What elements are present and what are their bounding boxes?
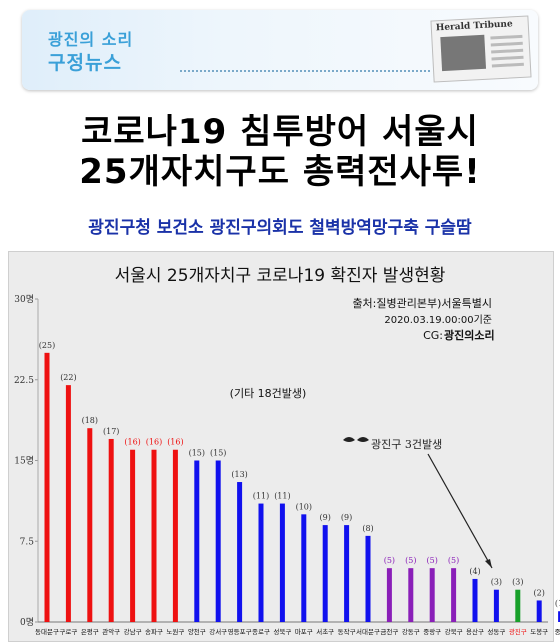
brand-section: 구정뉴스 [48,52,122,74]
bar [237,482,243,622]
x-tick-label: 중구 [555,628,560,636]
bar-value-label: (15) [210,449,226,458]
bar [87,428,93,622]
eyes-icon [343,437,369,442]
bar-value-label: (9) [320,513,331,522]
x-tick-label: 용산구 [466,627,484,636]
bar [408,568,414,622]
bar-value-label: (17) [103,427,119,436]
x-tick-label: 강서구 [209,627,227,636]
bar [215,460,221,622]
bar-value-label: (16) [146,438,162,447]
bar [108,438,114,622]
bar [493,589,499,622]
bar-value-label: (5) [384,556,395,565]
bar-value-label: (11) [253,492,269,501]
x-tick-label: 강동구 [402,627,420,636]
y-tick-label: 22.5 [14,376,34,386]
x-tick-label: 성동구 [487,627,505,636]
bar [44,352,50,622]
bar-value-label: (18) [82,416,98,425]
x-tick-label: 동대문구 [35,628,59,636]
bar-value-label: (16) [124,438,140,447]
chart-title: 서울시 25개자치구 코로나19 확진자 발생현황 [115,266,446,286]
bar-value-label: (22) [60,373,76,382]
bar [472,578,478,622]
bar [301,514,307,622]
brand-name: 광진의 소리 [48,30,134,49]
bar [279,503,285,622]
bar [386,568,392,622]
x-tick-label: 관악구 [102,627,120,636]
annotation-other-cases: (기타 18건발생) [230,387,307,400]
bar [130,449,136,622]
bar-value-label: (10) [296,502,312,511]
x-tick-label: 은평구 [81,627,99,636]
bar-value-label: (11) [274,492,290,501]
bar [151,449,157,622]
bar-value-label: (16) [167,438,183,447]
bar-value-label: (13) [231,470,247,479]
bar-value-label: (3) [491,578,502,587]
x-tick-label: 노원구 [166,627,184,636]
chart-credit-prefix: CG: [423,329,443,342]
headline-line-1: 코로나19 침투방어 서울시 [81,112,479,152]
bar [515,589,521,622]
x-tick-label: 송파구 [145,627,163,636]
chart-source: 출처:질병관리본부)서울특별시 [352,297,492,310]
x-tick-label: 서대문구 [356,627,380,636]
x-tick-label: 강북구 [445,627,463,636]
bar-value-label: (25) [39,341,55,350]
bar [65,385,71,622]
x-tick-label: 영등포구 [228,627,252,636]
x-tick-label: 마포구 [295,627,313,636]
chart-credit-name: 광진의소리 [444,328,495,342]
arrow-head-icon [485,559,492,568]
annotation-arrow [427,453,493,569]
x-tick-label: 종로구 [252,628,270,636]
bar [258,503,264,622]
bar [365,535,371,622]
annotation-gwangjin: 광진구 3건발생 [371,438,442,451]
y-tick-label: 15명 [14,456,34,467]
bar-value-label: (5) [427,556,438,565]
banner-divider [180,70,430,72]
bar-value-label: (8) [362,524,373,533]
x-tick-label: 금천구 [380,627,398,636]
x-tick-label: 도봉구 [530,628,548,636]
y-tick-label: 0명 [20,617,34,628]
bar [451,568,457,622]
bar [429,568,435,622]
y-tick-label: 30명 [14,294,34,305]
bar-value-label: (2) [534,588,545,597]
x-tick-label: 동작구 [338,627,356,636]
bar-value-label: (15) [189,449,205,458]
bar [322,525,328,622]
bar [194,460,200,622]
x-tick-label: 양천구 [188,627,206,636]
headline-line-2: 25개자치구도 총력전사투! [79,152,481,192]
bar-value-label: (3) [512,578,523,587]
bar-value-label: (5) [405,556,416,565]
subheadline: 광진구청 보건소 광진구의회도 철벽방역망구축 구슬땀 [88,218,472,238]
chart-date: 2020.03.19.00:00기준 [384,314,492,326]
bar [558,611,560,622]
bar-value-label: (9) [341,513,352,522]
bar [172,449,178,622]
x-tick-label: 광진구 [509,627,527,636]
x-tick-label: 서초구 [316,627,334,636]
bar-value-label: (4) [469,567,480,576]
x-tick-label: 중랑구 [423,628,441,636]
bar-value-label: (1) [555,599,560,608]
x-tick-label: 강남구 [124,627,142,636]
bar [536,600,542,622]
bar [344,525,350,622]
x-tick-label: 구로구 [59,628,77,636]
bar-value-label: (5) [448,556,459,565]
x-tick-label: 성북구 [273,627,291,636]
y-tick-label: 7.5 [20,537,35,547]
